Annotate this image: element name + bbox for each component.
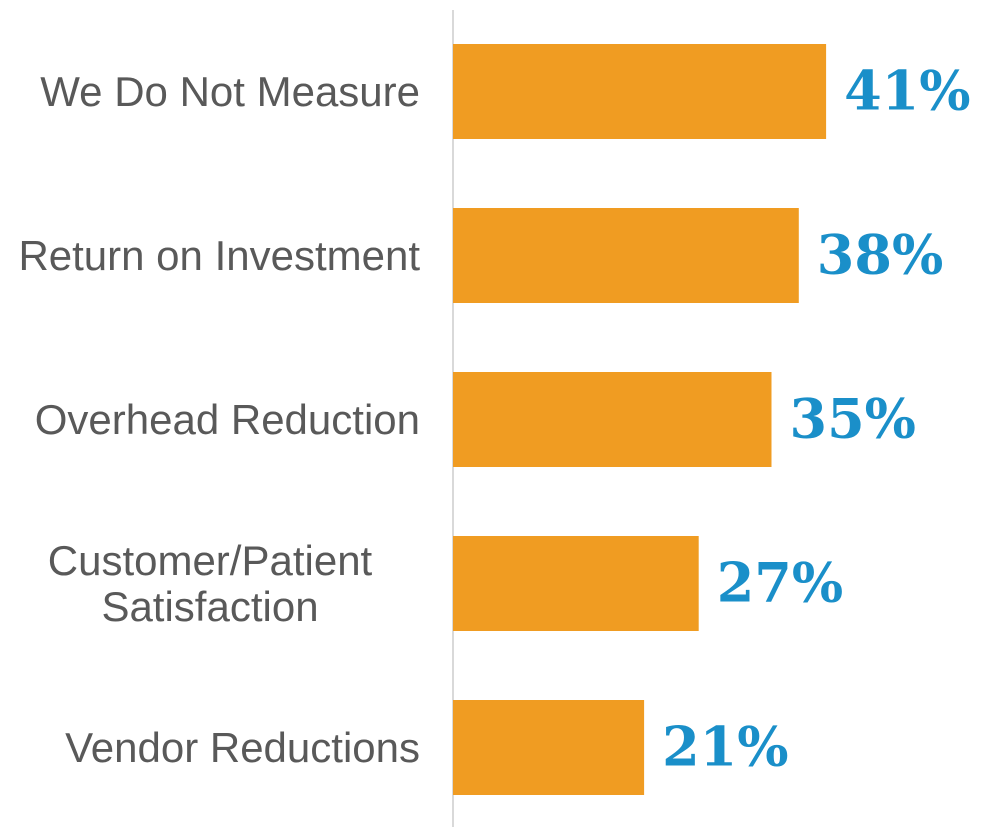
bar — [453, 536, 699, 631]
data-label: 35% — [790, 387, 916, 451]
category-label-box: We Do Not Measure — [0, 44, 420, 139]
data-label: 21% — [662, 715, 788, 779]
bar — [453, 208, 799, 303]
category-label-box: Return on Investment — [0, 208, 420, 303]
data-label: 38% — [817, 223, 943, 287]
bar — [453, 44, 827, 139]
category-label-box: Overhead Reduction — [0, 372, 420, 467]
category-label: Customer/Patient Satisfaction — [47, 536, 373, 630]
category-label: Return on Investment — [18, 231, 420, 279]
data-label: 41% — [844, 59, 970, 123]
bar — [453, 700, 645, 795]
category-label-box: Customer/Patient Satisfaction — [0, 536, 420, 631]
category-label: We Do Not Measure — [40, 67, 420, 115]
category-label: Vendor Reductions — [65, 723, 420, 771]
category-label: Overhead Reduction — [34, 395, 420, 443]
category-label-box: Vendor Reductions — [0, 700, 420, 795]
bar — [453, 372, 772, 467]
data-label: 27% — [717, 551, 843, 615]
